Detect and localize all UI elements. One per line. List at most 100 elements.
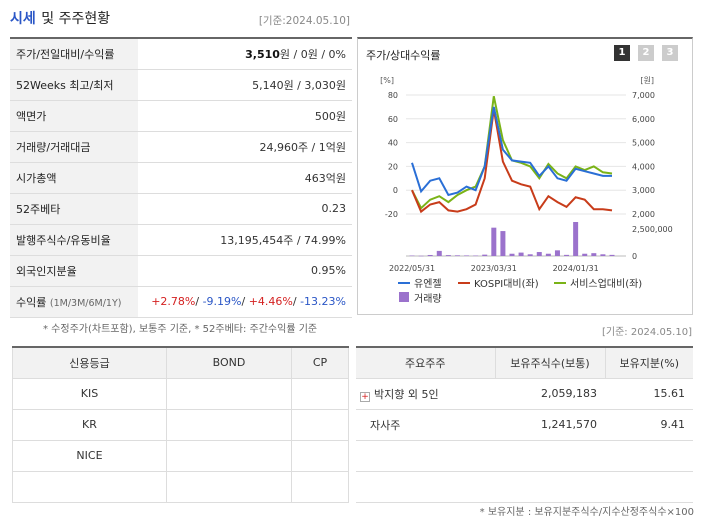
table-row xyxy=(12,470,349,503)
chart-panel: 주가/상대수익률 1 2 3 [%] [원] 80 60 40 20 0 -20 7,000 6,… xyxy=(357,37,693,315)
returns-period: (1M/3M/6M/1Y) xyxy=(49,297,122,309)
left-tick-label: 0 xyxy=(393,186,398,195)
row-label: 52주베타 xyxy=(10,193,138,225)
col-header: 주요주주 xyxy=(356,347,495,379)
volume-bar xyxy=(445,255,451,256)
agency-cell: KR xyxy=(12,408,167,441)
agency-cell xyxy=(12,470,167,503)
col-header: BOND xyxy=(165,346,293,379)
volume-bar xyxy=(600,254,606,256)
volume-bar xyxy=(582,253,588,256)
volume-bar xyxy=(554,250,560,256)
holder-name-cell[interactable]: + 박지향 외 5인 xyxy=(356,378,495,410)
table-header-row: 주요주주 보유주식수(보통) 보유지분(%) xyxy=(356,347,693,379)
cp-cell xyxy=(291,408,349,441)
row-label: 거래량/거래대금 xyxy=(10,131,138,163)
chart-page-1-button[interactable]: 1 xyxy=(614,45,630,61)
agency-cell: KIS xyxy=(12,377,167,410)
return-1m: +2.78% xyxy=(151,295,196,308)
volume-bar xyxy=(409,255,415,257)
section-title: 시세 및 주주현황 [기준:2024.05.10] xyxy=(10,8,352,32)
returns-values: +2.78%/ -9.19%/ +4.46%/ -13.23% xyxy=(138,286,352,318)
right-tick-label: 6,000 xyxy=(632,115,655,124)
left-tick-label: -20 xyxy=(385,210,398,219)
row-label: 수익률 (1M/3M/6M/1Y) xyxy=(10,286,138,318)
col-header: 보유주식수(보통) xyxy=(494,347,605,379)
return-6m: +4.46% xyxy=(248,295,293,308)
shareholder-footnote: * 보유지분 : 보유지분주식수/지수산정주식수×100 xyxy=(479,507,694,518)
row-label: 액면가 xyxy=(10,100,138,132)
row-value: 24,960주 / 1억원 xyxy=(138,131,352,163)
chart-title: 주가/상대수익률 xyxy=(366,49,441,62)
row-label: 52Weeks 최고/최저 xyxy=(10,69,138,101)
shareholder-table: 주요주주 보유주식수(보통) 보유지분(%) + 박지향 외 5인 2,059,1… xyxy=(356,346,693,503)
expand-plus-icon[interactable]: + xyxy=(360,391,370,402)
holder-pct: 9.41 xyxy=(605,409,693,441)
table-row: KR xyxy=(12,408,349,441)
legend-label: KOSPI대비(좌) xyxy=(474,278,539,290)
price-value: 3,510 xyxy=(245,47,280,61)
table-header-row: 신용등급 BOND CP xyxy=(12,346,349,379)
bond-cell xyxy=(165,439,293,472)
volume-bar xyxy=(609,254,615,256)
cp-cell xyxy=(291,470,349,503)
series-line-3 xyxy=(411,95,613,210)
row-value: 0.95% xyxy=(138,255,352,287)
bond-cell xyxy=(165,470,293,503)
right-tick-label: 4,000 xyxy=(632,162,655,171)
volume-bar xyxy=(536,252,542,256)
right-tick-label: 3,000 xyxy=(632,186,655,195)
price-chart: [%] [원] 80 60 40 20 0 -20 7,000 6,000 5,000 4,000 3,… xyxy=(380,76,673,305)
row-label: 발행주식수/유동비율 xyxy=(10,224,138,256)
chart-page-3-button[interactable]: 3 xyxy=(662,45,678,61)
quote-footnote: * 수정주가(차트포함), 보통주 기준, * 52주베타: 주간수익률 기준 xyxy=(43,324,318,335)
empty-cell xyxy=(495,440,605,472)
volume-bar xyxy=(500,231,506,256)
table-row xyxy=(356,471,693,503)
table-row: 시가총액 463억원 xyxy=(10,162,352,194)
volume-bar xyxy=(527,254,533,256)
title-main: 시세 xyxy=(10,11,36,27)
volume-bar xyxy=(545,253,551,256)
volume-bar xyxy=(454,255,460,256)
table-row: + 박지향 외 5인 2,059,183 15.61 xyxy=(356,378,693,410)
table-row: 주가/전일대비/수익률 3,510원 / 0원 / 0% xyxy=(10,38,352,70)
col-header: 보유지분(%) xyxy=(604,347,693,379)
table-row: 수익률 (1M/3M/6M/1Y) +2.78%/ -9.19%/ +4.46%… xyxy=(10,286,352,318)
row-label: 주가/전일대비/수익률 xyxy=(10,38,138,70)
empty-cell xyxy=(356,440,495,472)
volume-bar xyxy=(509,253,515,256)
legend-label: 거래량 xyxy=(414,293,442,305)
table-row: 액면가 500원 xyxy=(10,100,352,132)
base-date: [기준:2024.05.10] xyxy=(258,15,350,27)
cp-cell xyxy=(291,377,349,410)
left-tick-label: 60 xyxy=(388,115,398,124)
row-label: 외국인지분율 xyxy=(10,255,138,287)
holder-shares: 1,241,570 xyxy=(495,409,605,441)
table-row: KIS xyxy=(12,377,349,410)
table-row: 52주베타 0.23 xyxy=(10,193,352,225)
volume-tick-label: 0 xyxy=(632,252,637,261)
price-change: 원 / 0원 / 0% xyxy=(279,47,346,61)
table-row: 자사주 1,241,570 9.41 xyxy=(356,409,693,441)
chart-page-2-button[interactable]: 2 xyxy=(638,45,654,61)
holder-pct: 15.61 xyxy=(605,378,693,410)
credit-rating-table: 신용등급 BOND CP KIS KR NICE xyxy=(12,346,349,503)
returns-label: 수익률 xyxy=(16,295,47,309)
left-unit-label: [%] xyxy=(380,76,394,85)
volume-bar xyxy=(564,254,570,256)
col-header: CP xyxy=(291,346,349,379)
row-label: 시가총액 xyxy=(10,162,138,194)
legend-label: 서비스업대비(좌) xyxy=(570,277,642,290)
row-value: 463억원 xyxy=(138,162,352,194)
left-tick-label: 80 xyxy=(388,91,398,100)
row-value: 3,510원 / 0원 / 0% xyxy=(138,38,352,70)
return-3m: -9.19% xyxy=(202,295,242,308)
x-tick-label: 2022/05/31 xyxy=(389,264,435,273)
series-line-2 xyxy=(411,109,613,214)
left-tick-label: 40 xyxy=(388,139,398,148)
volume-bar xyxy=(436,250,442,256)
legend-label: 유엔젤 xyxy=(414,278,442,290)
left-tick-label: 20 xyxy=(388,162,398,171)
empty-cell xyxy=(605,440,693,472)
